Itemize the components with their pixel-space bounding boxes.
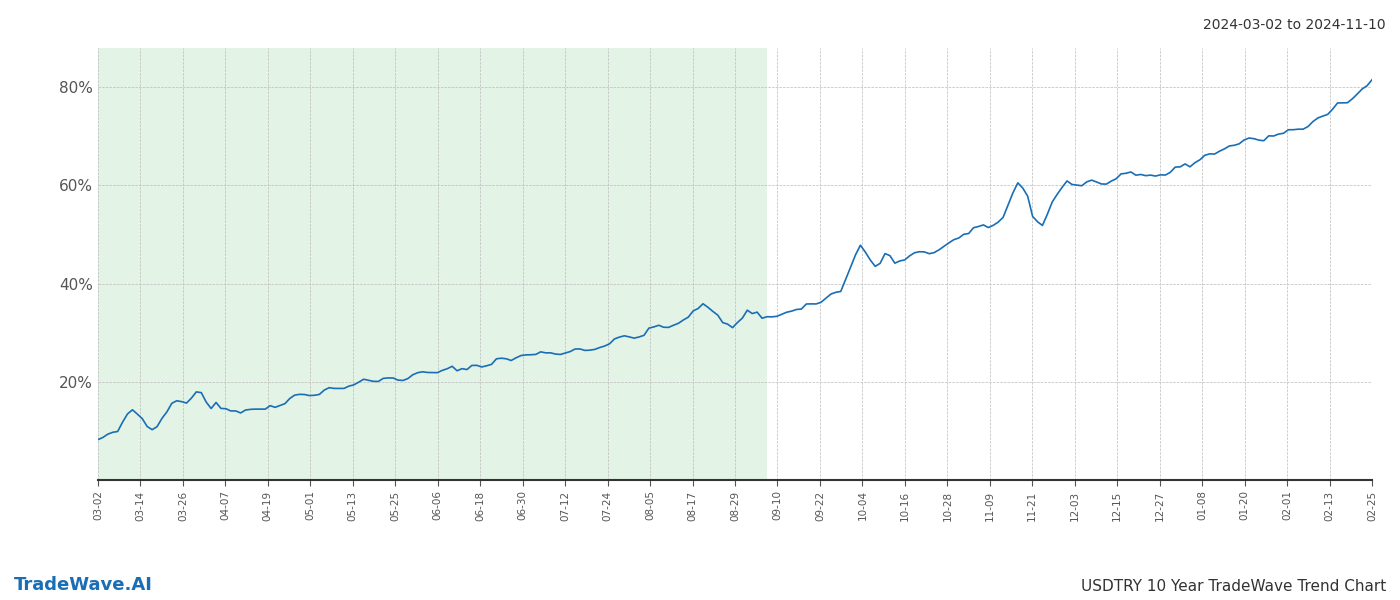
Bar [98, 48, 767, 480]
Text: USDTRY 10 Year TradeWave Trend Chart: USDTRY 10 Year TradeWave Trend Chart [1081, 579, 1386, 594]
Text: TradeWave.AI: TradeWave.AI [14, 576, 153, 594]
Text: 2024-03-02 to 2024-11-10: 2024-03-02 to 2024-11-10 [1204, 18, 1386, 32]
